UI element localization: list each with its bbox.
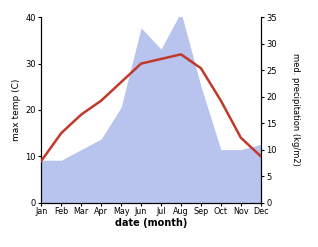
Y-axis label: max temp (C): max temp (C) bbox=[12, 79, 21, 141]
Y-axis label: med. precipitation (kg/m2): med. precipitation (kg/m2) bbox=[291, 54, 300, 166]
X-axis label: date (month): date (month) bbox=[115, 219, 187, 228]
